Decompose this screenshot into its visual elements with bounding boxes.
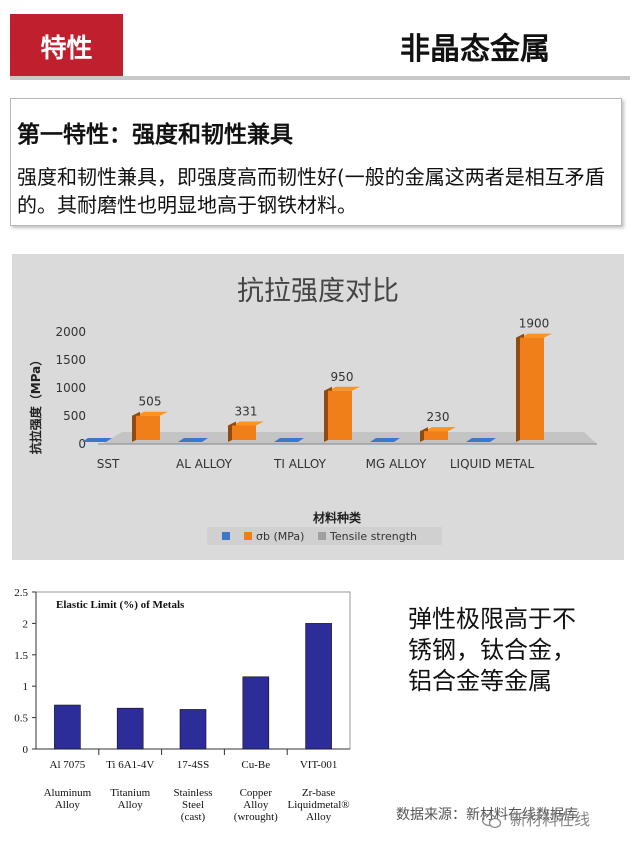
- y-tick-label: 2.5: [14, 587, 28, 599]
- legend-label: σb (MPa): [256, 530, 304, 543]
- y-tick-label: 1.5: [14, 650, 28, 662]
- chart-title: 抗拉强度对比: [237, 276, 399, 307]
- wechat-name: 新材料在线: [510, 810, 591, 829]
- intro-body: 强度和韧性兼具，即强度高而韧性好(一般的金属这两者是相互矛盾的。其耐磨性也明显地…: [17, 165, 605, 217]
- x-tick-label: 17-4SS: [177, 759, 209, 771]
- y-tick-label: 2: [23, 618, 29, 630]
- bar-top: [328, 386, 360, 391]
- data-label: 1900: [519, 317, 550, 331]
- bar-face: [232, 425, 256, 440]
- bar: [242, 676, 270, 750]
- bar: [54, 704, 81, 750]
- y-tick-label: 500: [63, 409, 86, 423]
- bar-face: [520, 337, 544, 440]
- y-tick-label: 0: [78, 437, 86, 451]
- bar-al-alloy: [228, 421, 264, 442]
- bar-blue-base: [274, 438, 304, 442]
- legend-swatch: [244, 532, 252, 540]
- data-label: 331: [235, 404, 258, 418]
- x-tick-label: Al 7075: [50, 759, 86, 771]
- bar-mg-alloy: [420, 427, 456, 442]
- legend-swatch: [318, 532, 326, 540]
- chart-title: Elastic Limit (%) of Metals: [56, 599, 185, 611]
- data-label: 950: [331, 370, 354, 384]
- tensile-strength-chart: 抗拉强度对比 0 500 1000 1500 2000 505 331 950 230 1900…: [12, 254, 624, 560]
- x-tick-label: MG ALLOY: [366, 457, 427, 471]
- data-label: 230: [427, 410, 450, 424]
- category-description: Alloy: [306, 811, 332, 823]
- bar-top: [232, 421, 264, 426]
- bar-sst: [132, 411, 168, 442]
- intro-box: 第一特性：强度和韧性兼具 强度和韧性兼具，即强度高而韧性好(一般的金属这两者是相…: [10, 98, 622, 226]
- x-tick-label: LIQUID METAL: [450, 457, 535, 471]
- bar-top: [136, 411, 168, 416]
- bar: [116, 707, 144, 750]
- category-description: Alloy: [243, 799, 269, 811]
- y-tick-label: 1000: [55, 381, 86, 395]
- legend-label: Tensile strength: [329, 530, 417, 543]
- y-tick-label: 0.5: [14, 713, 28, 725]
- wechat-credit: 新材料在线: [482, 806, 590, 830]
- x-tick-label: SST: [97, 457, 120, 471]
- x-axis-label: 材料种类: [312, 510, 362, 525]
- y-axis-label: 抗拉强度（MPa）: [28, 354, 43, 455]
- bar-face: [424, 431, 448, 440]
- category-description: Liquidmetal®: [288, 799, 350, 811]
- category-description: Zr-base: [302, 787, 335, 799]
- y-tick-label: 0: [23, 744, 29, 756]
- bar-face: [136, 415, 160, 440]
- category-description: (cast): [181, 811, 206, 823]
- y-tick-label: 1500: [55, 353, 86, 367]
- bar-blue-base: [466, 438, 496, 442]
- wechat-icon: [482, 813, 502, 828]
- legend-swatch: [222, 532, 230, 540]
- header-divider: [10, 76, 630, 80]
- y-tick-label: 2000: [55, 325, 86, 339]
- bar-top: [520, 333, 552, 338]
- bar-face: [328, 390, 352, 440]
- side-note: 弹性极限高于不锈钢，钛合金，铝合金等金属: [408, 605, 576, 695]
- intro-heading: 第一特性：强度和韧性兼具: [17, 122, 293, 148]
- x-tick-label: AL ALLOY: [176, 457, 233, 471]
- data-label: 505: [139, 395, 162, 409]
- bar: [179, 709, 207, 750]
- x-tick-label: VIT-001: [300, 759, 337, 771]
- category-description: Steel: [182, 799, 204, 811]
- page-title: 非晶态金属: [400, 32, 550, 67]
- chart-legend: σb (MPa) Tensile strength: [207, 527, 442, 545]
- category-description: Alloy: [118, 799, 144, 811]
- x-tick-label: TI ALLOY: [273, 457, 327, 471]
- x-tick-label: Ti 6A1-4V: [106, 759, 154, 771]
- category-description: Stainless: [173, 787, 212, 799]
- category-description: Aluminum: [44, 787, 92, 799]
- category-description: (wrought): [234, 811, 278, 823]
- bar-blue-base: [370, 438, 400, 442]
- bar-liquid-metal: [516, 333, 552, 442]
- bar-blue-base: [82, 438, 112, 442]
- y-tick-label: 1: [23, 681, 29, 693]
- bar-blue-base: [178, 438, 208, 442]
- x-tick-label: Cu-Be: [241, 759, 270, 771]
- section-tag: 特性: [10, 14, 123, 78]
- category-description: Alloy: [55, 799, 81, 811]
- elastic-limit-chart: 0 0.5 1 1.5 2 2.5 Al 7075 Aluminum Alloy Ti 6A1-…: [0, 584, 370, 829]
- bar-top: [424, 427, 456, 432]
- data-source: 数据来源：新材料在线数据库: [396, 807, 578, 823]
- category-description: Titanium: [110, 787, 150, 799]
- category-description: Copper: [240, 787, 273, 799]
- bar: [305, 623, 332, 750]
- bar-ti-alloy: [324, 386, 360, 442]
